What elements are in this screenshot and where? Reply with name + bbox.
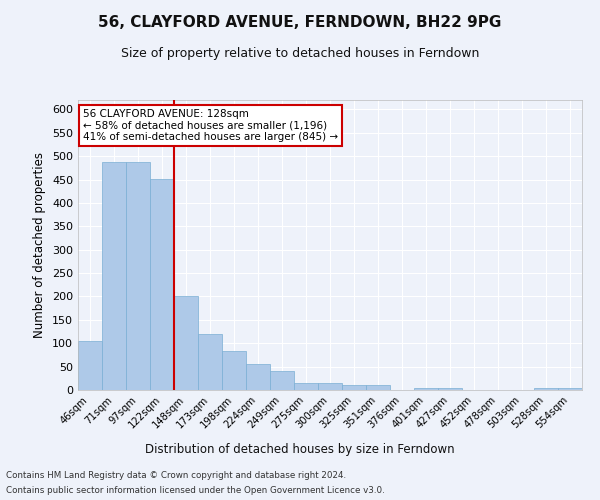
Bar <box>366 386 390 390</box>
Text: Size of property relative to detached houses in Ferndown: Size of property relative to detached ho… <box>121 48 479 60</box>
Text: 56, CLAYFORD AVENUE, FERNDOWN, BH22 9PG: 56, CLAYFORD AVENUE, FERNDOWN, BH22 9PG <box>98 15 502 30</box>
Bar <box>270 372 294 390</box>
Bar <box>102 162 126 390</box>
Text: Contains public sector information licensed under the Open Government Licence v3: Contains public sector information licen… <box>6 486 385 495</box>
Bar <box>174 296 198 390</box>
Bar <box>558 388 582 390</box>
Bar <box>246 364 270 390</box>
Bar <box>318 382 342 390</box>
Bar <box>534 388 558 390</box>
Bar <box>438 388 462 390</box>
Text: Contains HM Land Registry data © Crown copyright and database right 2024.: Contains HM Land Registry data © Crown c… <box>6 471 346 480</box>
Text: Distribution of detached houses by size in Ferndown: Distribution of detached houses by size … <box>145 442 455 456</box>
Bar <box>294 383 318 390</box>
Y-axis label: Number of detached properties: Number of detached properties <box>34 152 46 338</box>
Bar <box>150 178 174 390</box>
Bar <box>126 162 150 390</box>
Bar <box>78 341 102 390</box>
Bar <box>414 388 438 390</box>
Bar <box>222 350 246 390</box>
Text: 56 CLAYFORD AVENUE: 128sqm
← 58% of detached houses are smaller (1,196)
41% of s: 56 CLAYFORD AVENUE: 128sqm ← 58% of deta… <box>83 108 338 142</box>
Bar <box>342 386 366 390</box>
Bar <box>198 334 222 390</box>
